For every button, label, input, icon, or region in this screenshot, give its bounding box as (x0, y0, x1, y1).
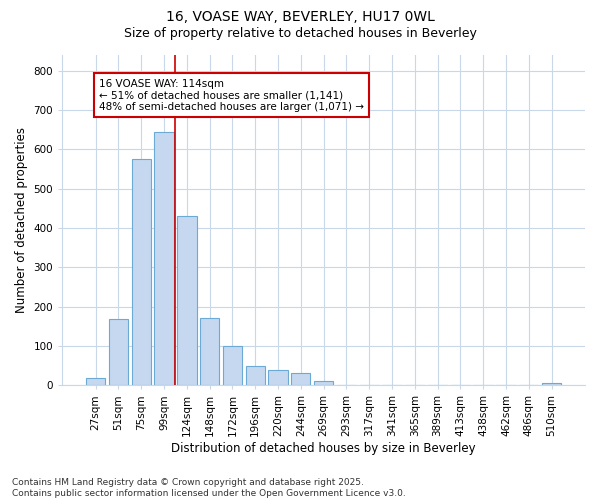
Text: 16, VOASE WAY, BEVERLEY, HU17 0WL: 16, VOASE WAY, BEVERLEY, HU17 0WL (166, 10, 434, 24)
Bar (314, 380, 333, 386)
Bar (177, 216, 197, 386)
Bar (109, 319, 128, 386)
Bar (542, 384, 561, 386)
Text: Contains HM Land Registry data © Crown copyright and database right 2025.
Contai: Contains HM Land Registry data © Crown c… (12, 478, 406, 498)
Bar (131, 159, 151, 386)
Bar (291, 372, 310, 386)
Y-axis label: Number of detached properties: Number of detached properties (15, 127, 28, 313)
Bar (200, 318, 220, 386)
Text: Size of property relative to detached houses in Beverley: Size of property relative to detached ho… (124, 28, 476, 40)
Text: 16 VOASE WAY: 114sqm
← 51% of detached houses are smaller (1,141)
48% of semi-de: 16 VOASE WAY: 114sqm ← 51% of detached h… (99, 78, 364, 112)
Bar (86, 378, 106, 386)
Bar (223, 346, 242, 386)
Bar (268, 370, 288, 386)
Bar (154, 132, 174, 386)
X-axis label: Distribution of detached houses by size in Beverley: Distribution of detached houses by size … (171, 442, 476, 455)
Bar (245, 366, 265, 386)
